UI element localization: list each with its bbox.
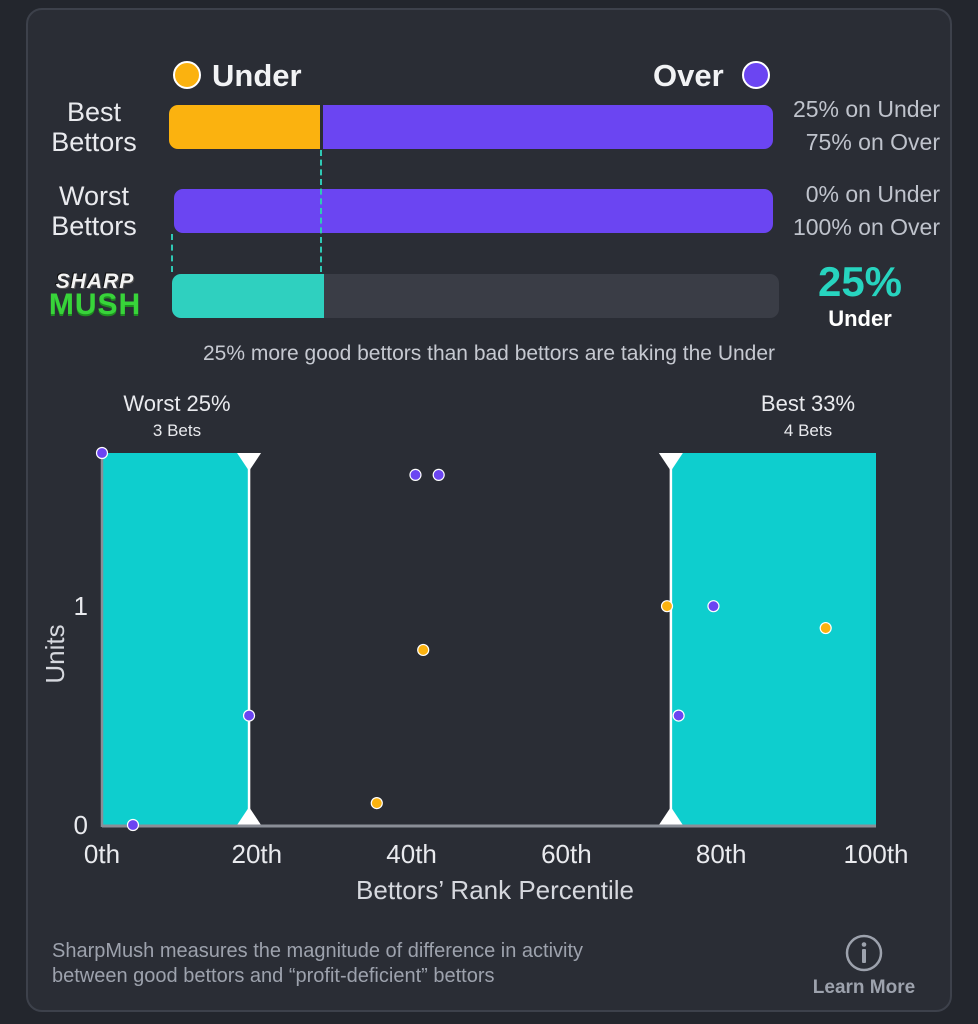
best-bettors-under-text: 25% on Under: [792, 96, 940, 122]
zero-split-connector: [171, 234, 173, 272]
worst-bettors-under-text: 0% on Under: [805, 181, 940, 207]
worst-bettors-bar: [174, 189, 773, 233]
region-1-bottom-marker: [658, 807, 683, 825]
footer-line1: SharpMush measures the magnitude of diff…: [52, 940, 584, 962]
under-point-0: [370, 797, 383, 810]
y-tick-label: 0: [74, 810, 88, 840]
over-legend-dot: [742, 61, 770, 89]
x-tick-label: 40th: [386, 839, 437, 869]
region-0-sublabel: 3 Bets: [153, 421, 201, 440]
worst-bettors-over-segment: [174, 189, 773, 233]
over-point-3: [409, 468, 422, 481]
x-tick-label: 100th: [843, 839, 908, 869]
worst-bettors-label-line1: Worst: [58, 181, 129, 211]
best-bettors-under-segment: [169, 105, 320, 149]
region-0: [102, 453, 250, 825]
under-point-1: [417, 643, 430, 657]
over-point-2: [242, 709, 256, 722]
x-tick-label: 0th: [84, 839, 120, 869]
over-point-6: [707, 600, 720, 613]
over-point-0: [95, 446, 109, 460]
region-0-top-marker: [237, 453, 262, 471]
under-point-3: [819, 621, 832, 635]
best-bettors-bar: [169, 105, 773, 149]
x-axis-label: Bettors’ Rank Percentile: [356, 875, 634, 905]
x-tick-label: 60th: [541, 839, 592, 869]
percentile-scatter-chart: 0th 20th 40th 60th 80th 100th 0 1 Bettors’ Rank …: [40, 391, 909, 905]
sharpmush-value: 25%: [817, 258, 903, 305]
worst-bettors-percentages: 0% on Under 100% on Over: [760, 178, 940, 244]
best-bettors-over-text: 75% on Over: [805, 129, 940, 155]
under-point-2: [660, 600, 674, 613]
best-bettors-label-line2: Bettors: [51, 127, 137, 157]
over-legend-label: Over: [653, 58, 724, 93]
region-1-sublabel: 4 Bets: [784, 421, 832, 440]
best-bettors-label-line1: Best: [66, 97, 122, 127]
footer-description: SharpMush measures the magnitude of diff…: [52, 939, 583, 989]
x-tick-label: 80th: [696, 839, 747, 869]
sharpmush-bar: [172, 274, 779, 318]
sharpmush-logo-top: SHARP: [55, 270, 135, 293]
sharpmush-logo-bottom: MUSH: [48, 288, 142, 321]
over-point-1: [126, 818, 140, 832]
worst-bettors-label: Worst Bettors: [24, 181, 164, 241]
summary-text: 25% more good bettors than bad bettors a…: [202, 342, 776, 365]
best-bettors-over-segment: [323, 105, 773, 149]
best-bettors-label: Best Bettors: [24, 97, 164, 157]
y-tick-label: 1: [74, 591, 88, 621]
under-split-connector: [320, 150, 322, 272]
footer-line2: between good bettors and “profit-deficie…: [52, 965, 495, 987]
region-1: [670, 453, 876, 825]
worst-bettors-label-line2: Bettors: [51, 211, 137, 241]
info-icon: [845, 934, 883, 972]
best-bettors-percentages: 25% on Under 75% on Over: [760, 93, 940, 159]
under-legend-dot: [173, 61, 201, 89]
sharpmush-bar-fill: [172, 274, 324, 318]
sharpmush-logo: SHARP MUSH: [36, 270, 154, 322]
region-1-top-marker: [658, 453, 683, 471]
region-0-label: Worst 25%: [123, 391, 230, 416]
learn-more-label: Learn More: [812, 977, 916, 998]
over-point-5: [672, 709, 685, 722]
x-tick-label: 20th: [231, 839, 282, 869]
learn-more-button[interactable]: Learn More: [805, 933, 923, 999]
worst-bettors-over-text: 100% on Over: [792, 214, 940, 240]
sharpmush-side: Under: [828, 306, 892, 331]
over-point-4: [432, 468, 445, 481]
region-1-label: Best 33%: [761, 391, 855, 416]
under-legend-label: Under: [212, 58, 302, 93]
region-0-bottom-marker: [237, 807, 262, 825]
y-axis-label: Units: [40, 624, 70, 683]
